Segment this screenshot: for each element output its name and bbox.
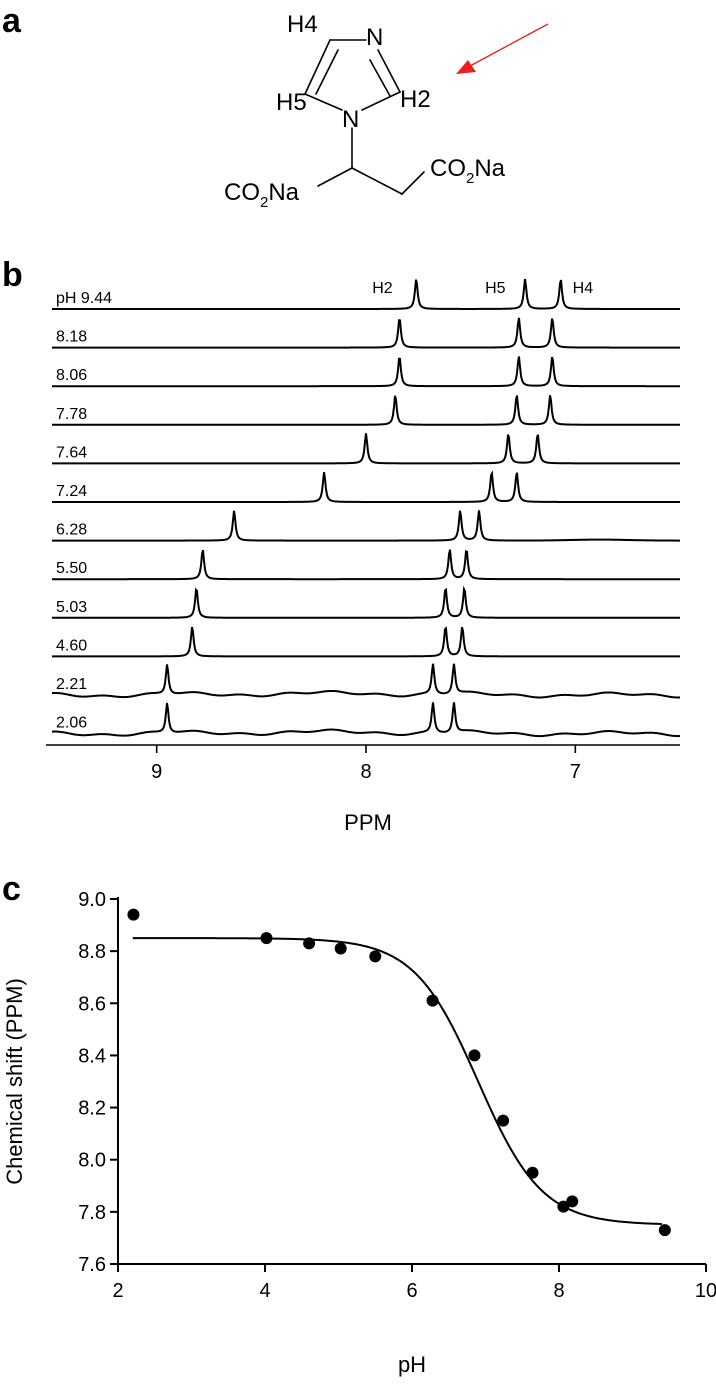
bond-n3-c2-double	[369, 59, 391, 97]
ppm-axis: 9 8 7 PPM	[46, 744, 680, 835]
y-axis-title: Chemical shift (PPM)	[2, 978, 27, 1185]
spectrum-trace	[52, 317, 680, 349]
bond-c5-n1	[304, 93, 343, 111]
spectrum-trace	[52, 395, 680, 426]
bond-ca-cb	[351, 167, 403, 195]
spectrum-trace	[51, 702, 681, 738]
red-arrow-head	[456, 60, 476, 74]
y-tick-label: 8.2	[78, 1098, 106, 1120]
imidazole-structure	[304, 39, 425, 195]
spectrum-ph-label: 5.50	[56, 560, 87, 577]
bond-c4-c5	[304, 39, 331, 95]
spectrum-trace	[52, 278, 680, 310]
bond-c2-n1	[361, 91, 401, 111]
x-tick-label: 8	[553, 1280, 564, 1302]
data-point	[658, 1224, 671, 1237]
x-tick-label: 6	[406, 1280, 417, 1302]
spectrum-trace	[52, 356, 680, 388]
spectrum-trace	[52, 433, 680, 465]
spectrum-ph-label: 6.28	[56, 522, 87, 539]
bond-ca-co2-left	[317, 167, 353, 187]
x-tick-label: 10	[695, 1280, 716, 1302]
x-tick-label: 2	[112, 1280, 123, 1302]
spectrum-ph-label: 5.03	[56, 599, 87, 616]
spectrum-trace	[52, 626, 680, 658]
spectrum-ph-label: 4.60	[56, 637, 87, 654]
x-tick-label: 4	[259, 1280, 270, 1302]
data-point	[426, 994, 439, 1007]
atom-h2: H2	[400, 86, 431, 113]
spectrum-trace	[52, 470, 680, 503]
panel-label-b: b	[2, 256, 23, 294]
panel-label-a: a	[2, 2, 22, 40]
data-point	[566, 1195, 579, 1208]
ppm-axis-title: PPM	[344, 810, 392, 835]
chemical-shift-vs-ph-plot: 7.6 7.8 8.0 8.2 8.4 8.6 8.8 9.0 2 4 6 8 10 pH Chemical…	[2, 889, 716, 1377]
atom-h5: H5	[276, 89, 307, 116]
data-point	[303, 937, 316, 950]
atom-h4: H4	[287, 11, 318, 38]
bond-c4-c5-double	[315, 49, 339, 95]
spectrum-trace	[51, 663, 681, 699]
spectrum-ph-label: 2.06	[56, 715, 87, 732]
spectrum-ph-label: 7.64	[56, 444, 87, 461]
spectrum-trace	[52, 549, 680, 581]
y-tick-label: 7.8	[78, 1202, 106, 1224]
data-point	[334, 942, 347, 955]
spectrum-ph-label: 8.18	[56, 329, 87, 346]
data-point	[260, 932, 273, 945]
y-tick-label: 8.0	[78, 1150, 106, 1172]
peak-label: H5	[485, 280, 506, 297]
atom-n1: N	[342, 106, 359, 133]
y-tick-label: 8.4	[78, 1045, 106, 1067]
y-tick-label: 8.8	[78, 941, 106, 963]
data-point	[526, 1166, 539, 1179]
x-axis-title: pH	[398, 1352, 426, 1377]
ppm-tick-label: 7	[570, 761, 581, 783]
atom-n3: N	[366, 24, 383, 51]
group-co2na-right: CO2Na	[430, 155, 506, 187]
spectrum-trace	[52, 585, 680, 619]
spectrum-ph-label: 2.21	[56, 676, 87, 693]
y-tick-label: 7.6	[78, 1254, 106, 1276]
data-point	[557, 1200, 570, 1213]
ppm-tick-label: 9	[151, 761, 162, 783]
y-tick-label: 9.0	[78, 889, 106, 911]
spectrum-trace	[52, 510, 680, 542]
spectrum-ph-label: 7.78	[56, 406, 87, 423]
data-point	[497, 1114, 510, 1127]
red-arrow	[456, 23, 549, 74]
red-arrow-shaft	[469, 23, 549, 67]
ppm-tick-label: 8	[360, 761, 371, 783]
bond-n3-c2	[377, 49, 401, 93]
peak-label: H4	[573, 280, 594, 297]
data-point	[369, 950, 382, 963]
fit-curve	[132, 937, 662, 1225]
panel-label-c: c	[2, 870, 21, 908]
group-co2na-left: CO2Na	[224, 179, 300, 211]
data-point	[127, 908, 140, 921]
spectrum-ph-label: pH 9.44	[56, 290, 112, 307]
spectrum-ph-label: 8.06	[56, 367, 87, 384]
spectrum-ph-label: 7.24	[56, 483, 87, 500]
data-point	[468, 1049, 481, 1062]
bond-cb-co2-right	[401, 171, 425, 195]
peak-label: H2	[372, 280, 393, 297]
nmr-spectra-stack: pH 9.44 8.18 8.06 7.78 7.64 7.24 6.28 5.50 5.03 4…	[51, 278, 681, 738]
y-tick-label: 8.6	[78, 993, 106, 1015]
